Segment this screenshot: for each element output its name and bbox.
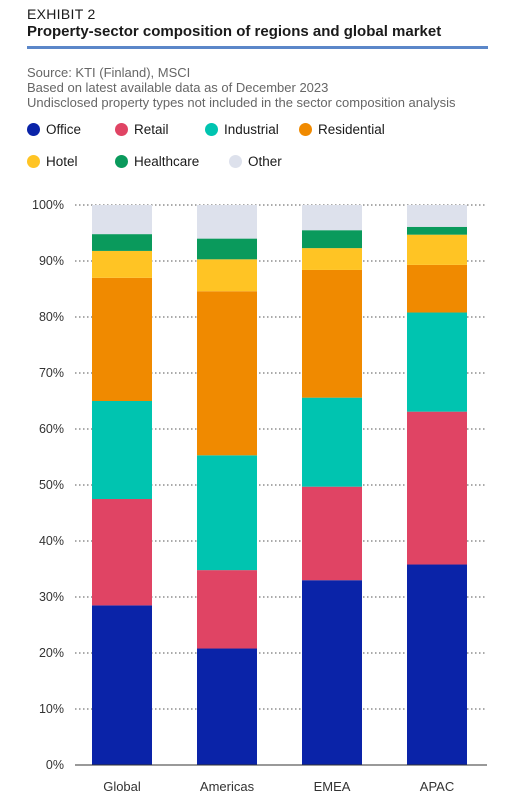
y-tick-label: 10% <box>39 702 64 716</box>
legend-swatch <box>27 123 40 136</box>
legend-swatch <box>115 155 128 168</box>
bar-segment-residential-global <box>92 277 152 401</box>
y-tick-label: 20% <box>39 646 64 660</box>
x-category-label: APAC <box>420 779 454 794</box>
y-tick-label: 30% <box>39 590 64 604</box>
undisclosed-note: Undisclosed property types not included … <box>27 95 456 110</box>
legend-item-other: Other <box>229 154 282 169</box>
bar-segment-office-americas <box>197 648 257 765</box>
bar-segment-healthcare-emea <box>302 230 362 249</box>
y-tick-label: 0% <box>46 758 64 772</box>
y-tick-label: 60% <box>39 422 64 436</box>
legend-label: Healthcare <box>134 154 200 169</box>
bar-segment-residential-emea <box>302 269 362 398</box>
legend-item-residential: Residential <box>299 122 385 137</box>
x-category-label: Americas <box>200 779 255 794</box>
y-tick-label: 50% <box>39 478 64 492</box>
bar-segment-retail-apac <box>407 411 467 565</box>
source-notes: Source: KTI (Finland), MSCI Based on lat… <box>27 65 456 110</box>
legend-label: Other <box>248 154 282 169</box>
legend-item-office: Office <box>27 122 81 137</box>
legend-item-healthcare: Healthcare <box>115 154 199 169</box>
bar-segment-industrial-apac <box>407 312 467 412</box>
bar-segment-other-global <box>92 205 152 235</box>
source-note: Source: KTI (Finland), MSCI <box>27 65 191 80</box>
y-tick-label: 40% <box>39 534 64 548</box>
data-date-note: Based on latest available data as of Dec… <box>27 80 329 95</box>
legend-swatch <box>229 155 242 168</box>
bar-segment-office-apac <box>407 564 467 765</box>
bar-segment-hotel-apac <box>407 234 467 265</box>
legend-label: Retail <box>134 122 169 137</box>
bar-segment-healthcare-americas <box>197 238 257 260</box>
x-category-label: Global <box>103 779 141 794</box>
bar-segment-other-americas <box>197 205 257 239</box>
legend-item-hotel: Hotel <box>27 154 78 169</box>
legend-label: Office <box>46 122 82 137</box>
legend-label: Industrial <box>224 122 279 137</box>
exhibit-label: EXHIBIT 2 <box>27 6 96 22</box>
bar-segment-residential-americas <box>197 291 257 456</box>
bar-segment-industrial-emea <box>302 397 362 487</box>
bar-segment-retail-global <box>92 499 152 606</box>
bar-segment-retail-emea <box>302 486 362 581</box>
stacked-bar-chart: 0% 10% 20% 30% 40% 50% 60% 70% 80% 90% 100% Global A… <box>32 198 487 794</box>
y-tick-label: 90% <box>39 254 64 268</box>
bar-segment-other-emea <box>302 205 362 231</box>
bar-segment-office-emea <box>302 580 362 765</box>
y-tick-label: 100% <box>32 198 64 212</box>
bar-segment-hotel-global <box>92 250 152 278</box>
legend-label: Residential <box>318 122 385 137</box>
bar-segment-industrial-global <box>92 401 152 499</box>
chart-title: Property-sector composition of regions a… <box>27 23 442 40</box>
y-tick-label: 70% <box>39 366 64 380</box>
bar-segment-healthcare-apac <box>407 226 467 235</box>
legend-item-retail: Retail <box>115 122 169 137</box>
x-category-label: EMEA <box>314 779 351 794</box>
legend-swatch <box>299 123 312 136</box>
bar-segment-office-global <box>92 605 152 765</box>
legend-swatch <box>27 155 40 168</box>
legend-label: Hotel <box>46 154 78 169</box>
bar-segment-hotel-emea <box>302 248 362 270</box>
title-rule <box>27 46 488 49</box>
bar-segment-industrial-americas <box>197 455 257 571</box>
legend-item-industrial: Industrial <box>205 122 279 137</box>
y-tick-label: 80% <box>39 310 64 324</box>
legend-swatch <box>115 123 128 136</box>
bar-segment-hotel-americas <box>197 259 257 292</box>
legend-swatch <box>205 123 218 136</box>
bar-segment-other-apac <box>407 205 467 227</box>
bar-segment-healthcare-global <box>92 234 152 251</box>
bar-segment-retail-americas <box>197 570 257 649</box>
bar-segment-residential-apac <box>407 264 467 313</box>
